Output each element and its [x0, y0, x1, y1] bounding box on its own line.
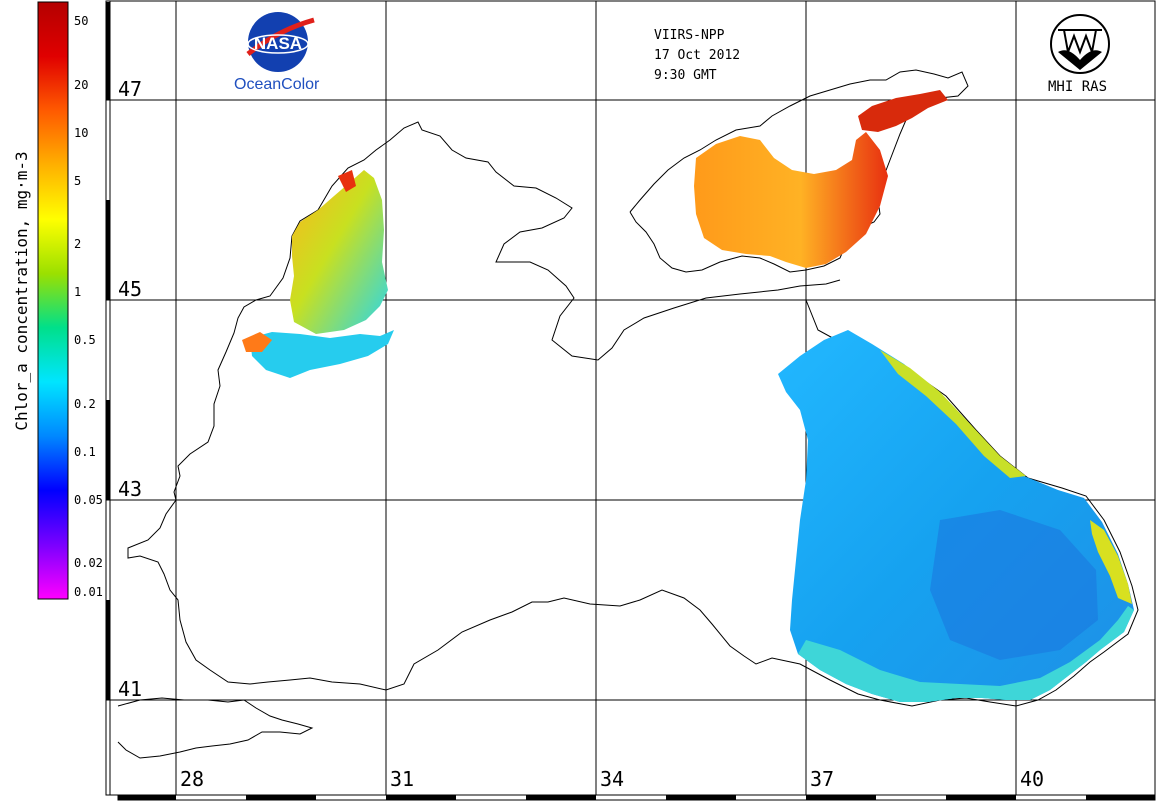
colorbar	[37, 1, 69, 600]
azov-chlorophyll	[694, 90, 948, 268]
colorbar-tick-label: 10	[74, 125, 89, 140]
colorbar-tick-label: 50	[74, 14, 89, 29]
colorbar-tick-label: 0.01	[74, 585, 103, 599]
colorbar-tick-label: 0.05	[74, 492, 103, 507]
colorbar-tick-label: 2	[74, 237, 82, 252]
east-sea-chlorophyll	[778, 330, 1134, 702]
lat-label-47: 47	[118, 77, 143, 101]
colorbar-tick-label: 1	[74, 285, 82, 300]
acquisition-info: VIIRS-NPP 17 Oct 2012 9:30 GMT	[654, 26, 740, 86]
colorbar-tick-label: 0.2	[74, 396, 96, 411]
colorbar-tick-label: 0.1	[74, 444, 96, 459]
lat-label-43: 43	[118, 477, 143, 501]
lon-label-28: 28	[180, 767, 205, 791]
thrace-coastline	[117, 697, 314, 759]
lon-label-34: 34	[600, 767, 625, 791]
colorbar-tick-label: 0.5	[74, 333, 96, 348]
lon-label-40: 40	[1020, 767, 1045, 791]
colorbar-tick-label: 0.02	[74, 556, 103, 571]
left-scale-border	[105, 0, 111, 796]
acquisition-time: 9:30 GMT	[654, 68, 717, 83]
lat-label-41: 41	[118, 677, 143, 701]
nasa-wordmark: NASA	[254, 34, 302, 53]
colorbar-tick-label: 5	[74, 174, 82, 189]
colorbar-tick-label: 20	[74, 77, 89, 92]
acquisition-date: 17 Oct 2012	[654, 48, 741, 63]
mhi-ras-caption: MHI RAS	[1048, 79, 1108, 95]
mhi-ras-logo	[1050, 14, 1110, 74]
nasa-logo: NASA	[246, 12, 315, 72]
lat-label-45: 45	[118, 277, 143, 301]
nasa-oceancolor-caption: OceanColor	[234, 76, 320, 93]
bottom-scale-border	[117, 794, 1156, 801]
lon-label-31: 31	[390, 767, 415, 791]
nw-shelf-chlorophyll	[242, 170, 394, 378]
sensor-name: VIIRS-NPP	[654, 28, 725, 43]
black-sea-coastline	[127, 121, 1139, 707]
lon-label-37: 37	[810, 767, 835, 791]
colorbar-title: Chlor_a concentration, mg·m-3	[12, 151, 31, 431]
